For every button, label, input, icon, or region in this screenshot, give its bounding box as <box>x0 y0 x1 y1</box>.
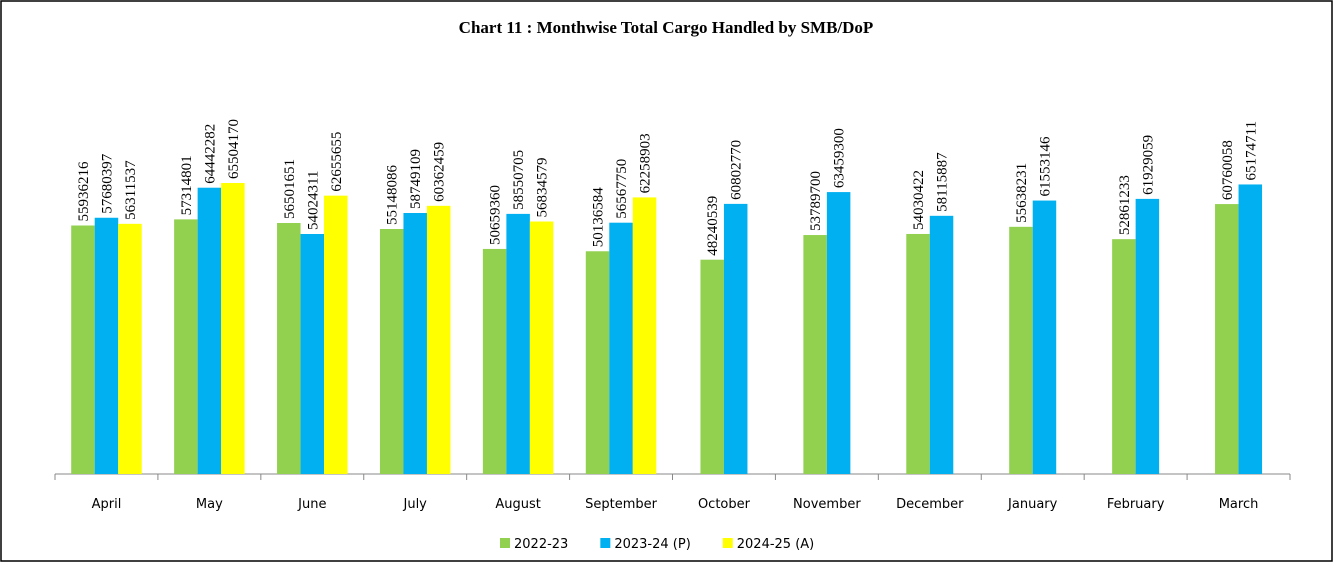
bar <box>609 222 633 474</box>
x-tick-label: December <box>896 497 964 512</box>
value-label: 48240539 <box>705 196 721 256</box>
value-label: 56501651 <box>282 159 298 219</box>
bar <box>300 233 325 474</box>
value-label: 50659360 <box>488 185 504 245</box>
bar <box>221 183 245 474</box>
legend-swatch <box>500 538 510 548</box>
value-label: 54030422 <box>911 170 927 230</box>
x-tick-label: May <box>196 497 223 512</box>
bar <box>632 197 657 474</box>
x-tick-label: July <box>403 497 428 512</box>
bar <box>118 223 142 474</box>
value-label: 55148086 <box>385 165 401 226</box>
x-tick-label: June <box>297 497 326 512</box>
legend-label: 2022-23 <box>514 537 568 552</box>
bar <box>277 222 301 474</box>
x-tick-label: February <box>1107 497 1165 512</box>
bar <box>482 248 507 474</box>
bar <box>174 219 198 474</box>
value-label: 65174711 <box>1243 121 1259 180</box>
legend-swatch <box>722 538 733 548</box>
value-label: 58550705 <box>511 150 527 210</box>
bar <box>906 233 930 474</box>
x-tick-label: October <box>698 497 751 512</box>
value-label: 64442282 <box>202 124 218 184</box>
value-label: 54024311 <box>305 171 321 230</box>
value-label: 57314801 <box>179 155 195 215</box>
value-label: 56311537 <box>123 160 139 220</box>
value-label: 60760058 <box>1220 140 1236 200</box>
value-label: 62258903 <box>638 133 654 193</box>
value-label: 56567750 <box>614 159 630 219</box>
value-label: 58749109 <box>408 149 424 209</box>
value-label: 63459300 <box>832 128 848 188</box>
bar <box>197 187 222 474</box>
bar <box>1135 198 1160 474</box>
bar <box>1009 226 1033 474</box>
bar <box>700 259 724 474</box>
legend-swatch <box>600 538 611 548</box>
x-tick-label: January <box>1007 497 1058 512</box>
bar <box>929 215 954 474</box>
bar <box>1215 204 1239 474</box>
bar <box>1238 184 1263 474</box>
bar <box>585 251 610 474</box>
bar <box>723 203 748 474</box>
x-tick-label: September <box>585 497 658 512</box>
chart-title: Chart 11 : Monthwise Total Cargo Handled… <box>459 18 874 37</box>
bar <box>71 225 95 474</box>
value-label: 55936216 <box>76 161 92 222</box>
value-label: 60802770 <box>729 140 745 200</box>
value-label: 58115887 <box>935 152 951 212</box>
value-label: 65504170 <box>226 119 242 179</box>
legend-label: 2023-24 (P) <box>614 537 690 552</box>
x-tick-label: March <box>1219 497 1259 512</box>
value-label: 53789700 <box>808 171 824 231</box>
value-label: 50136584 <box>591 187 607 248</box>
x-tick-label: November <box>793 497 861 512</box>
bar <box>506 213 530 474</box>
bar <box>379 229 404 474</box>
value-label: 56834579 <box>535 158 551 218</box>
value-label: 62655655 <box>329 132 345 192</box>
value-label: 60362459 <box>432 142 448 202</box>
value-label: 55638231 <box>1014 163 1030 223</box>
bar <box>403 213 427 474</box>
value-label: 57680397 <box>99 153 115 214</box>
bar <box>1032 200 1057 474</box>
x-tick-label: August <box>495 497 541 512</box>
bar <box>94 217 119 474</box>
bar <box>1112 239 1136 474</box>
value-label: 52861233 <box>1117 175 1133 235</box>
legend-label: 2024-25 (A) <box>737 537 815 552</box>
bar <box>826 192 851 474</box>
bar <box>529 221 554 474</box>
bar <box>426 205 451 475</box>
value-label: 61929059 <box>1140 135 1156 195</box>
value-label: 61553146 <box>1037 136 1053 197</box>
bar <box>324 195 348 475</box>
x-tick-label: April <box>92 497 122 512</box>
bar <box>803 235 827 474</box>
